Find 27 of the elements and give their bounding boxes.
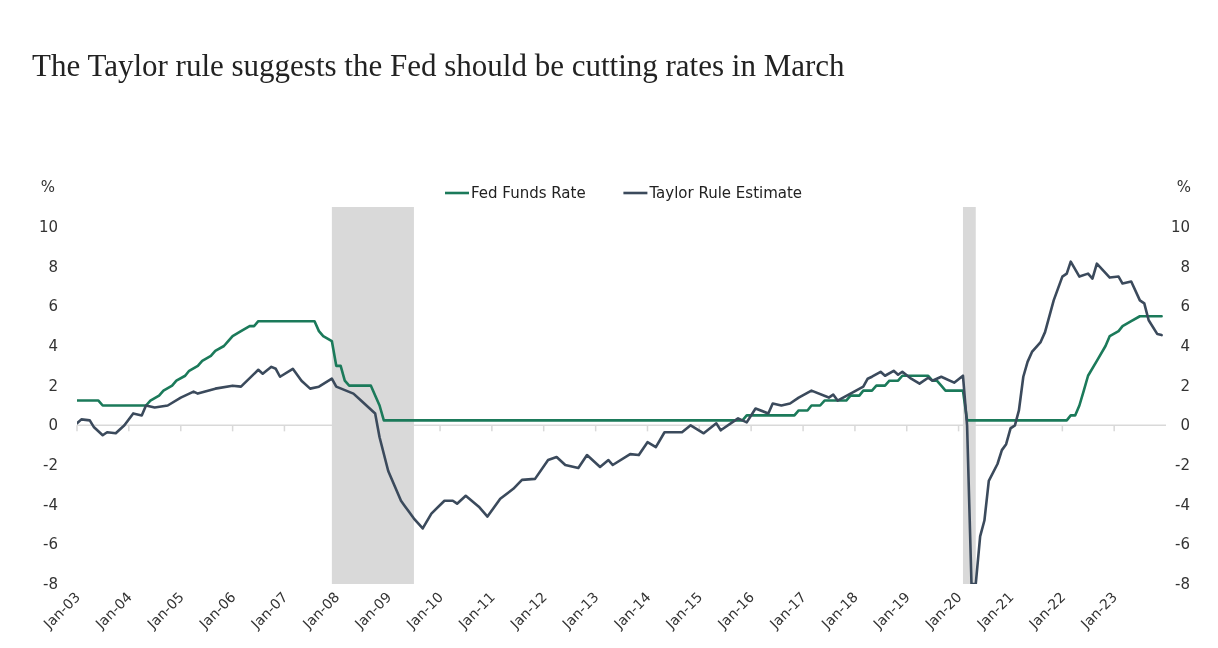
y-tick-label: -2 (43, 456, 58, 474)
y2-tick-label: -2 (1175, 456, 1190, 474)
legend-label: Fed Funds Rate (471, 184, 586, 202)
y-tick-label: -4 (43, 495, 58, 514)
y-tick-label: 0 (48, 416, 58, 435)
y-tick-label: 4 (48, 337, 58, 355)
y2-tick-label: 6 (1180, 297, 1190, 316)
y2-tick-label: 4 (1180, 337, 1190, 355)
line-series (77, 314, 1163, 422)
y2-tick-label: 0 (1180, 416, 1190, 435)
y2-tick-label: -4 (1175, 495, 1190, 514)
y-tick-label: 2 (48, 376, 58, 395)
y2-tick-label: 2 (1180, 376, 1190, 395)
y2-tick-label: -8 (1175, 575, 1190, 593)
y-tick-label: 6 (48, 297, 58, 316)
line-series (77, 260, 1163, 584)
chart-title: The Taylor rule suggests the Fed should be cutting rates in March (32, 48, 846, 83)
y-tick-label: -8 (43, 575, 58, 593)
y2-tick-label: -6 (1175, 535, 1190, 554)
y-tick-label: 10 (38, 218, 58, 236)
y2-axis-title: % (1176, 178, 1192, 196)
y2-tick-label: 10 (1170, 218, 1190, 236)
y-tick-label: 8 (48, 257, 58, 276)
y-axis-title: % (40, 178, 56, 196)
y-tick-label: -6 (43, 535, 58, 554)
y2-tick-label: 8 (1180, 257, 1190, 276)
legend-label: Taylor Rule Estimate (648, 184, 803, 202)
